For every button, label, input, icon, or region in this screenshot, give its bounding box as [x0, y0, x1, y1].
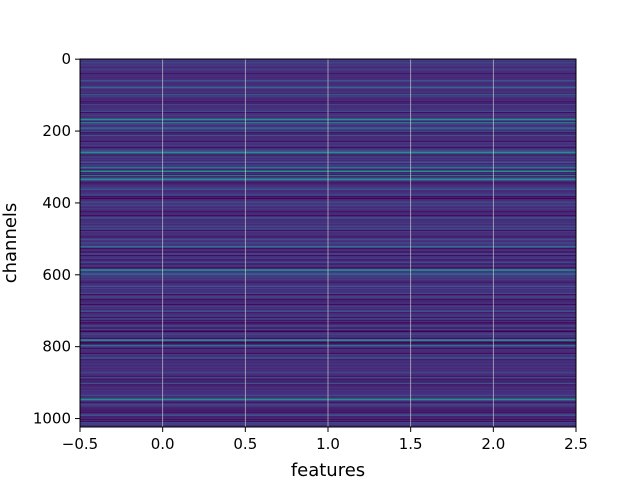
y-axis-label: channels — [0, 203, 21, 284]
y-tick-label: 0 — [61, 50, 71, 68]
x-axis-label: features — [291, 460, 365, 480]
grid-lines — [162, 59, 494, 427]
x-tick-label: 2.0 — [481, 435, 505, 453]
x-tick-label: 2.5 — [564, 435, 588, 453]
x-tick-label: 0.0 — [151, 435, 175, 453]
x-tick-label: −0.5 — [62, 435, 98, 453]
y-tick-label: 600 — [42, 266, 71, 284]
x-tick-label: 1.5 — [399, 435, 423, 453]
x-tick-label: 0.5 — [233, 435, 257, 453]
y-tick-label: 200 — [42, 122, 71, 140]
y-tick-label: 400 — [42, 194, 71, 212]
x-axis-ticks: −0.5 0.0 0.5 1.0 1.5 2.0 2.5 — [62, 427, 588, 453]
y-axis-ticks: 0 200 400 600 800 1000 — [33, 50, 80, 428]
x-tick-label: 1.0 — [316, 435, 340, 453]
y-tick-label: 800 — [42, 338, 71, 356]
y-tick-label: 1000 — [33, 410, 71, 428]
